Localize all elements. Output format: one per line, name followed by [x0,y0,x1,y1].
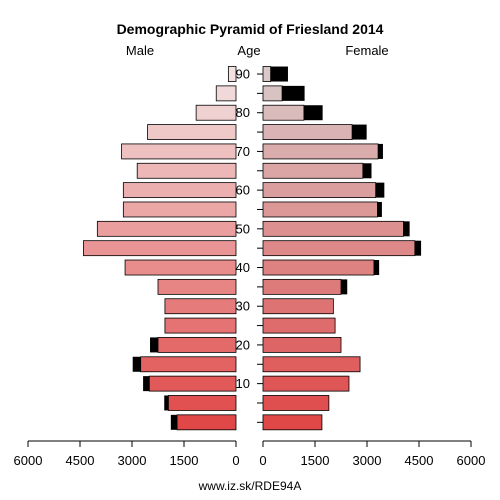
female-excess-bar-40-44 [373,260,380,276]
male-bar-80-84 [195,104,237,121]
age-tick-label: 20 [236,337,250,352]
female-excess-bar-85-89 [282,85,305,101]
age-tick-label: 70 [236,144,250,159]
age-tick-label: 10 [236,376,250,391]
x-tick-label-male: 6000 [14,453,43,468]
male-bar-25-29 [164,317,237,334]
female-excess-bar-70-74 [378,143,383,159]
male-bar-40-44 [124,259,237,276]
female-excess-bar-35-39 [341,279,348,295]
x-axis-female: 0 1500 3000 4500 6000 [259,440,486,468]
male-excess-bar-0-4 [170,414,178,430]
male-excess-bar-10-14 [143,376,150,392]
x-tick-label-male: 0 [232,453,239,468]
female-bar-60-64 [262,182,377,199]
female-bar-75-79 [262,124,353,140]
female-excess-bar-55-59 [377,201,382,217]
female-bar-25-29 [262,317,336,334]
female-bar-15-19 [262,356,361,373]
x-axis-male: 6000 4500 3000 1500 0 [14,440,240,468]
age-tick-label: 50 [236,221,250,236]
age-tick-label: 90 [236,67,250,82]
bars-layer [83,66,422,431]
male-bar-85-89 [215,85,237,102]
male-excess-bar-15-19 [132,356,141,372]
female-bar-35-39 [262,278,342,295]
age-tick-label: 40 [236,260,250,275]
female-excess-bar-65-69 [362,163,372,179]
male-bar-75-79 [147,124,237,140]
male-bar-65-69 [136,162,237,179]
female-bar-80-84 [262,104,305,121]
male-bar-10-14 [148,375,237,392]
female-bar-85-89 [262,85,283,102]
age-header: Age [237,43,260,58]
footer-source: www.iz.sk/RDE94A [198,479,302,493]
x-tick-label-female: 6000 [457,453,486,468]
female-excess-bar-90+ [270,66,288,82]
x-tick-label-female: 1500 [301,453,330,468]
male-bar-50-54 [96,220,237,237]
male-header: Male [126,43,154,58]
male-bar-45-49 [83,240,237,257]
female-bar-10-14 [262,375,350,392]
female-bar-30-34 [262,298,334,315]
male-bar-70-74 [121,143,237,160]
male-bar-0-4 [176,414,237,431]
male-bar-30-34 [164,298,237,315]
age-tick-label: 80 [236,105,250,120]
male-bar-15-19 [140,356,237,373]
female-excess-bar-50-54 [403,221,410,237]
female-bar-20-24 [262,337,342,353]
x-tick-label-female: 4500 [405,453,434,468]
female-bar-55-59 [262,201,378,218]
female-bar-5-9 [262,395,330,411]
male-bar-55-59 [122,201,237,218]
male-excess-bar-5-9 [164,395,169,411]
female-bar-50-54 [262,220,404,237]
male-bar-20-24 [157,337,237,353]
male-bar-60-64 [122,182,237,199]
male-bar-90+ [227,66,237,82]
female-excess-bar-45-49 [414,240,422,256]
female-header: Female [345,43,388,58]
x-tick-label-female: 3000 [353,453,382,468]
female-excess-bar-80-84 [303,105,323,121]
age-tick-label: 30 [236,299,250,314]
female-bar-90+ [262,66,272,82]
age-axis: 10 20 30 40 50 60 70 80 90 [236,67,263,423]
female-bar-45-49 [262,240,416,257]
female-bar-40-44 [262,259,375,276]
female-excess-bar-75-79 [352,124,367,140]
chart-title: Demographic Pyramid of Friesland 2014 [117,21,384,37]
x-tick-label-female: 0 [259,453,266,468]
male-bar-5-9 [167,395,237,411]
x-tick-label-male: 4500 [66,453,95,468]
female-excess-bar-60-64 [375,182,385,198]
female-bar-70-74 [262,143,379,160]
male-bar-35-39 [157,278,237,295]
x-tick-label-male: 3000 [118,453,147,468]
age-tick-label: 60 [236,183,250,198]
x-tick-label-male: 1500 [170,453,199,468]
female-bar-65-69 [262,162,364,179]
male-excess-bar-20-24 [150,337,158,353]
female-bar-0-4 [262,414,323,431]
